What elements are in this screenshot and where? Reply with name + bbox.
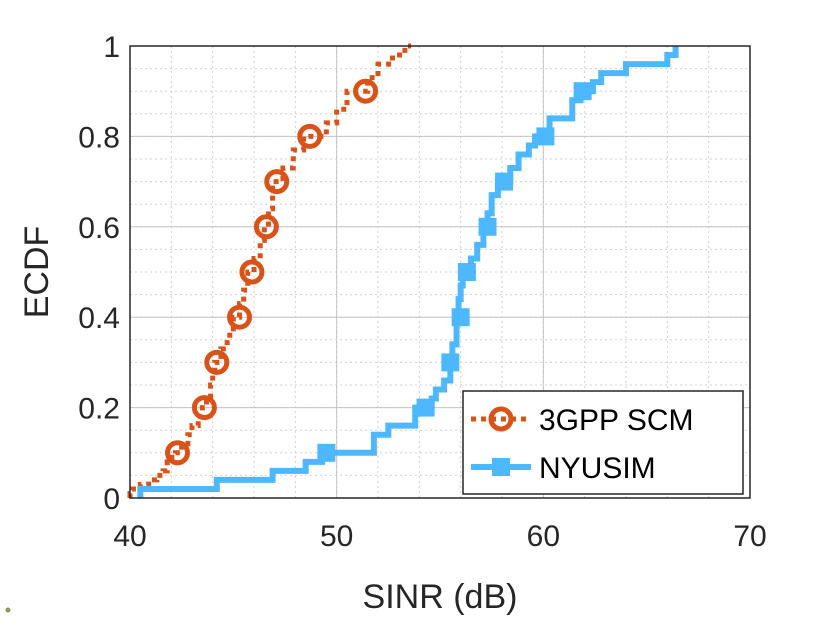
marker-1-0 [317,443,336,462]
marker-0-6 [264,169,290,195]
legend-marker-1 [492,458,510,476]
legend-marker-0 [488,406,514,432]
legend-label-0: 3GPP SCM [539,404,694,437]
marker-1-1 [416,398,435,417]
marker-1-4 [457,263,476,281]
marker-1-8 [573,82,592,101]
y-tick-label: 0 [103,483,120,516]
y-tick-label: 0.2 [78,393,120,426]
x-axis-label: SINR (dB) [363,578,518,616]
y-tick-label: 1 [103,31,120,64]
x-tick-label: 40 [113,520,146,553]
marker-1-7 [536,127,555,146]
marker-0-4 [239,259,265,285]
marker-0-5 [253,214,279,240]
marker-0-3 [227,304,253,330]
marker-0-2 [204,349,230,375]
marker-0-8 [353,78,379,104]
series-line-0 [127,43,412,498]
y-axis-label: ECDF [18,226,56,319]
marker-0-7 [297,123,323,149]
tick-labels: 40 50 60 70 0 0.2 0.4 0.6 0.8 1 [78,31,766,553]
marker-1-5 [478,217,497,236]
marker-1-6 [495,172,514,191]
y-tick-label: 0.4 [78,302,120,335]
marker-1-2 [441,353,460,372]
stray-dot [5,607,11,613]
marker-0-0 [165,440,191,466]
x-tick-label: 70 [733,520,766,553]
y-tick-label: 0.6 [78,212,120,245]
axes-box [129,45,751,499]
legend-box [462,390,744,495]
marker-0-1 [191,395,217,421]
marker-1-3 [451,308,470,327]
legend-label-1: NYUSIM [539,452,656,485]
y-tick-label: 0.8 [78,121,120,154]
series-layer [127,43,679,498]
legend: 3GPP SCM NYUSIM [462,390,744,495]
x-tick-label: 50 [320,520,353,553]
x-tick-label: 60 [527,520,560,553]
